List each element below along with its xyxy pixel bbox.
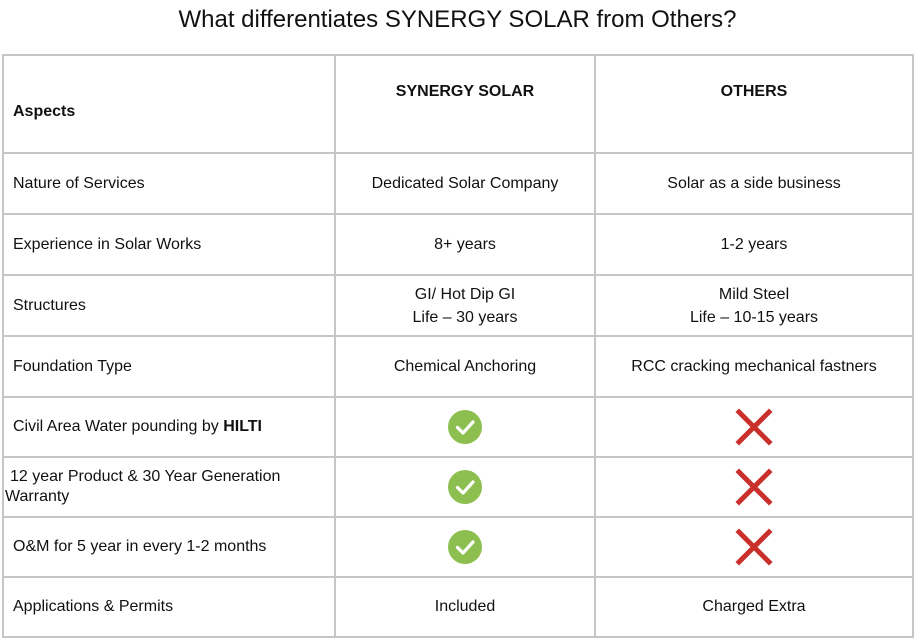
table-row: Experience in Solar Works 8+ years 1-2 y…	[2, 213, 914, 276]
table-row: Structures GI/ Hot Dip GI Life – 30 year…	[2, 274, 914, 337]
comparison-table: Aspects SYNERGY SOLAR OTHERS Nature of S…	[2, 54, 914, 638]
green-check-icon	[448, 530, 482, 564]
page-title: What differentiates SYNERGY SOLAR from O…	[178, 6, 737, 33]
table-row: Applications & Permits Included Charged …	[2, 576, 914, 638]
header-others: OTHERS	[594, 54, 914, 154]
table-row: 12 year Product & 30 Year Generation War…	[2, 456, 914, 518]
header-aspects: Aspects	[2, 54, 336, 154]
synergy-cell: GI/ Hot Dip GI Life – 30 years	[334, 274, 596, 337]
others-cell: Charged Extra	[594, 576, 914, 638]
others-cell: Solar as a side business	[594, 152, 914, 215]
aspect-cell: Applications & Permits	[2, 576, 336, 638]
aspect-cell: Civil Area Water pounding by HILTI	[2, 396, 336, 458]
green-check-icon	[448, 410, 482, 444]
synergy-cell: Dedicated Solar Company	[334, 152, 596, 215]
aspect-text: Civil Area Water pounding by	[13, 418, 224, 435]
red-cross-icon	[735, 468, 773, 506]
table-row: Nature of Services Dedicated Solar Compa…	[2, 152, 914, 215]
others-cell: RCC cracking mechanical fastners	[594, 335, 914, 398]
aspect-cell: Experience in Solar Works	[2, 213, 336, 276]
aspect-line: Warranty	[5, 488, 70, 505]
others-cell: Mild Steel Life – 10-15 years	[594, 274, 914, 337]
others-cell: 1-2 years	[594, 213, 914, 276]
table-row: O&M for 5 year in every 1-2 months	[2, 516, 914, 578]
synergy-cell	[334, 396, 596, 458]
others-structure-life: Life – 10-15 years	[689, 308, 819, 326]
others-cell	[594, 516, 914, 578]
aspect-cell: Foundation Type	[2, 335, 336, 398]
header-synergy-solar: SYNERGY SOLAR	[334, 54, 596, 154]
table-row: Civil Area Water pounding by HILTI	[2, 396, 914, 458]
others-structure-material: Mild Steel	[718, 285, 790, 303]
hilti-brand-text: HILTI	[223, 418, 262, 435]
red-cross-icon	[735, 408, 773, 446]
others-cell	[594, 456, 914, 518]
table-row: Foundation Type Chemical Anchoring RCC c…	[2, 335, 914, 398]
synergy-cell	[334, 456, 596, 518]
green-check-icon	[448, 470, 482, 504]
synergy-cell: 8+ years	[334, 213, 596, 276]
others-cell	[594, 396, 914, 458]
synergy-structure-life: Life – 30 years	[412, 308, 518, 326]
synergy-structure-material: GI/ Hot Dip GI	[414, 285, 516, 303]
aspect-cell: 12 year Product & 30 Year Generation War…	[2, 456, 336, 518]
synergy-cell: Included	[334, 576, 596, 638]
aspect-cell: Structures	[2, 274, 336, 337]
synergy-cell: Chemical Anchoring	[334, 335, 596, 398]
aspect-line: 12 year Product & 30 Year Generation	[10, 468, 281, 485]
aspect-cell: Nature of Services	[2, 152, 336, 215]
table-header-row: Aspects SYNERGY SOLAR OTHERS	[2, 54, 914, 154]
red-cross-icon	[735, 528, 773, 566]
aspect-cell: O&M for 5 year in every 1-2 months	[2, 516, 336, 578]
synergy-cell	[334, 516, 596, 578]
